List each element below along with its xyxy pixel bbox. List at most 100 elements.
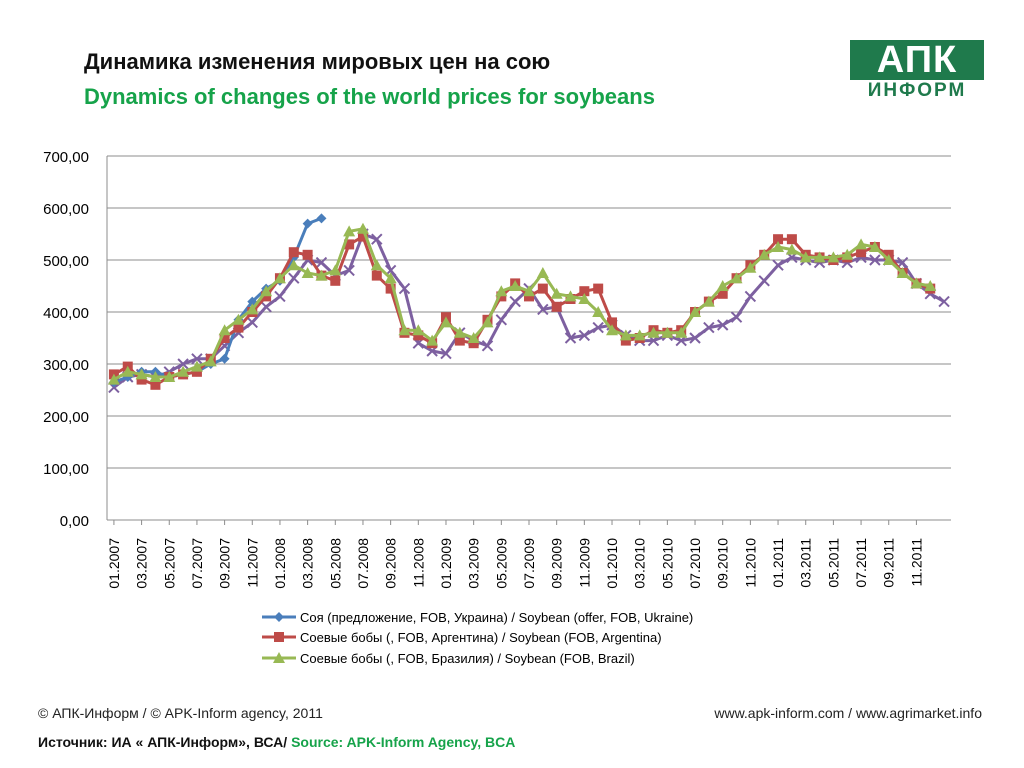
data-point-series-3	[730, 272, 743, 284]
data-point-series-2	[344, 239, 355, 250]
soybean-price-chart: 0,00 100,00 200,00 300,00 400,00 500,00 600,00…	[43, 149, 951, 666]
data-point-series-3	[149, 371, 162, 382]
x-tick-label: 03.2009	[466, 538, 482, 589]
x-tick-label: 03.2008	[300, 538, 316, 589]
series-line-1	[113, 216, 322, 384]
data-point-series-2	[468, 338, 479, 349]
x-tick-label: 01.2009	[438, 538, 454, 589]
y-tick-label: 0,00	[60, 513, 89, 530]
data-point-series-3	[163, 371, 176, 382]
data-point-series-3	[536, 267, 549, 278]
data-point-series-2	[191, 366, 202, 377]
data-point-series-2	[856, 247, 867, 258]
y-tick-label: 100,00	[43, 461, 89, 478]
data-point-series-3	[813, 251, 826, 263]
data-point-series-3	[453, 326, 466, 338]
x-tick-label: 11.2011	[908, 538, 924, 587]
data-point-series-4	[343, 264, 355, 277]
data-point-series-2	[233, 322, 244, 333]
x-tick-label: 09.2008	[383, 538, 399, 589]
data-point-series-3	[107, 373, 120, 385]
logo-bottom-text: ИНФОРМ	[867, 80, 967, 101]
data-point-series-4	[689, 332, 701, 344]
x-tick-label: 05.2010	[659, 538, 675, 589]
data-point-series-2	[371, 270, 382, 281]
y-tick-label: 600,00	[43, 201, 89, 218]
data-point-series-2	[413, 330, 424, 341]
data-point-series-2	[219, 333, 230, 343]
data-point-series-3	[177, 365, 190, 377]
x-tick-label: 05.2009	[493, 538, 509, 589]
data-point-series-2	[496, 291, 507, 302]
data-point-series-3	[329, 264, 342, 276]
data-point-series-2	[302, 249, 313, 260]
data-point-series-3	[232, 313, 245, 325]
data-point-series-3	[772, 241, 785, 252]
legend-entry: Соевые бобы (, FOB, Бразилия) / Soybean …	[300, 651, 635, 666]
data-point-series-4	[246, 316, 258, 329]
data-point-series-2	[786, 234, 797, 245]
data-point-series-2	[551, 301, 562, 312]
x-tick-label: 07.2008	[355, 538, 371, 589]
data-point-series-4	[592, 321, 604, 334]
x-tick-label: 11.2009	[576, 538, 592, 588]
y-tick-label: 300,00	[43, 357, 89, 374]
legend-marker	[273, 652, 285, 663]
legend-marker	[274, 612, 284, 622]
data-point-series-3	[564, 290, 577, 302]
data-point-series-2	[773, 234, 784, 245]
data-point-series-3	[855, 238, 868, 250]
data-point-series-3	[868, 241, 881, 252]
data-point-series-4	[758, 275, 770, 287]
data-point-series-3	[896, 267, 909, 278]
data-point-series-3	[509, 280, 522, 291]
page-title-en: Dynamics of changes of the world prices …	[84, 84, 655, 109]
x-tick-label: 01.2007	[106, 538, 122, 589]
x-tick-label: 11.2007	[244, 538, 260, 588]
data-point-series-4	[537, 303, 549, 316]
data-point-series-4	[398, 282, 411, 295]
data-point-series-3	[273, 272, 286, 284]
data-point-series-2	[524, 291, 534, 302]
data-point-series-3	[301, 267, 314, 278]
data-point-series-4	[772, 259, 784, 271]
x-tick-label: 07.2009	[521, 538, 537, 589]
data-point-series-3	[785, 243, 798, 255]
data-point-series-4	[288, 272, 300, 284]
x-tick-label: 09.2010	[715, 538, 731, 589]
data-point-series-2	[261, 291, 272, 302]
x-tick-label: 11.2010	[742, 538, 758, 588]
data-point-series-4	[315, 256, 328, 269]
data-point-series-4	[938, 295, 950, 308]
data-point-series-4	[578, 329, 591, 342]
data-point-series-3	[204, 355, 217, 367]
x-tick-label: 09.2011	[881, 538, 897, 588]
data-point-series-3	[689, 306, 702, 317]
data-point-series-3	[218, 324, 231, 336]
data-point-series-1	[302, 218, 313, 229]
data-point-series-3	[426, 334, 439, 346]
data-point-series-3	[439, 316, 452, 328]
data-point-series-2	[288, 247, 299, 258]
y-tick-label: 500,00	[43, 253, 89, 270]
data-point-series-2	[357, 231, 368, 242]
data-point-series-2	[717, 288, 728, 299]
data-point-series-3	[661, 326, 674, 338]
x-tick-label: 07.2010	[687, 538, 703, 589]
copyright-text: © АПК-Информ / © APK-Inform agency, 2011	[38, 705, 323, 721]
x-tick-label: 03.2010	[632, 538, 648, 589]
x-tick-label: 05.2011	[825, 538, 841, 588]
data-point-series-1	[316, 213, 327, 224]
data-point-series-3	[716, 280, 729, 291]
y-tick-label: 700,00	[43, 149, 89, 166]
data-point-series-4	[371, 233, 383, 245]
data-point-series-3	[924, 280, 937, 291]
x-tick-label: 03.2007	[134, 538, 150, 589]
data-point-series-3	[619, 329, 632, 341]
x-tick-label: 07.2011	[853, 538, 869, 588]
x-tick-label: 01.2008	[272, 538, 288, 589]
data-point-series-3	[287, 259, 300, 271]
data-point-series-3	[744, 261, 757, 273]
website-links[interactable]: www.apk-inform.com / www.agrimarket.info	[714, 705, 982, 721]
data-point-series-2	[136, 374, 147, 385]
